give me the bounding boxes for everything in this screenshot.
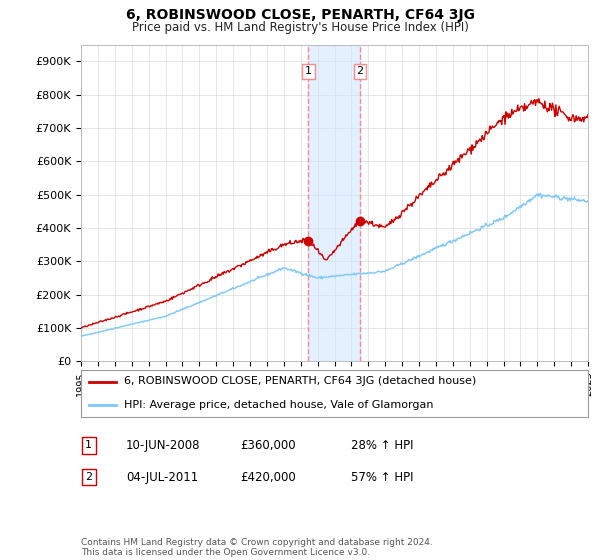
Text: 1: 1 — [305, 67, 312, 77]
Text: 28% ↑ HPI: 28% ↑ HPI — [351, 438, 413, 452]
Text: 6, ROBINSWOOD CLOSE, PENARTH, CF64 3JG: 6, ROBINSWOOD CLOSE, PENARTH, CF64 3JG — [125, 8, 475, 22]
Text: 57% ↑ HPI: 57% ↑ HPI — [351, 470, 413, 484]
Text: 6, ROBINSWOOD CLOSE, PENARTH, CF64 3JG (detached house): 6, ROBINSWOOD CLOSE, PENARTH, CF64 3JG (… — [124, 376, 476, 386]
Text: Price paid vs. HM Land Registry's House Price Index (HPI): Price paid vs. HM Land Registry's House … — [131, 21, 469, 34]
Text: £360,000: £360,000 — [240, 438, 296, 452]
Text: 04-JUL-2011: 04-JUL-2011 — [126, 470, 198, 484]
Text: 2: 2 — [85, 472, 92, 482]
Text: 2: 2 — [356, 67, 364, 77]
Text: £420,000: £420,000 — [240, 470, 296, 484]
Bar — [308, 45, 360, 361]
Text: 1: 1 — [85, 440, 92, 450]
Text: 10-JUN-2008: 10-JUN-2008 — [126, 438, 200, 452]
Text: Contains HM Land Registry data © Crown copyright and database right 2024.
This d: Contains HM Land Registry data © Crown c… — [81, 538, 433, 557]
Text: HPI: Average price, detached house, Vale of Glamorgan: HPI: Average price, detached house, Vale… — [124, 400, 434, 410]
